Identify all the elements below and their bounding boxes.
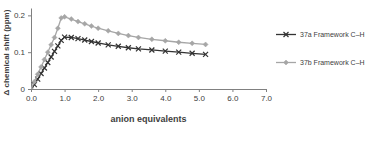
x-tick-label: 4.0 xyxy=(160,94,172,103)
x-tick: 0.0 xyxy=(26,89,38,103)
x-tick-label: 2.0 xyxy=(93,94,105,103)
series-marker xyxy=(76,19,81,24)
y-tick: 0 xyxy=(21,85,31,94)
series-marker xyxy=(96,26,101,31)
x-tick-label: 0.0 xyxy=(26,94,38,103)
x-tick: 6.0 xyxy=(227,89,239,103)
series-marker xyxy=(149,37,154,42)
series-marker xyxy=(163,49,168,54)
series-marker xyxy=(116,44,121,49)
series-marker xyxy=(106,28,111,33)
x-axis-title: anion equivalents xyxy=(110,114,186,124)
series-marker xyxy=(149,47,154,52)
series-marker xyxy=(42,57,47,62)
series-marker xyxy=(62,14,67,19)
x-tick-label: 7.0 xyxy=(261,94,273,103)
series-marker xyxy=(126,45,131,50)
x-tick: 1.0 xyxy=(60,89,72,103)
series-marker xyxy=(190,51,195,56)
series-marker xyxy=(203,42,208,47)
series-marker xyxy=(190,41,195,46)
y-tick-label: 0.1 xyxy=(14,48,26,57)
legend-label: 37b Framework C–H xyxy=(300,59,365,66)
plot: 0.0 1.0 2.0 3.0 4.0 5.0 6.0 7.0 0 0.1 0.2 xyxy=(14,9,273,103)
data-area xyxy=(31,14,208,89)
x-tick-label: 6.0 xyxy=(227,94,239,103)
series-marker xyxy=(82,38,87,43)
series-marker xyxy=(126,33,131,38)
legend-label: 37a Framework C–H xyxy=(300,31,365,38)
series-marker xyxy=(52,35,57,40)
series-marker xyxy=(39,64,44,69)
x-tick: 2.0 xyxy=(93,89,105,103)
series-line xyxy=(31,17,206,89)
chart: 0.0 1.0 2.0 3.0 4.0 5.0 6.0 7.0 0 0.1 0.2 anion equ… xyxy=(0,0,372,142)
x-tick-label: 5.0 xyxy=(194,94,206,103)
series-marker xyxy=(69,17,74,22)
series-marker xyxy=(176,50,181,55)
x-axis: 0.0 1.0 2.0 3.0 4.0 5.0 6.0 7.0 xyxy=(26,89,273,103)
x-tick-mark xyxy=(165,89,166,92)
series-marker xyxy=(76,36,81,41)
series-marker xyxy=(176,40,181,45)
y-tick-mark xyxy=(28,15,31,16)
series-marker xyxy=(69,35,74,40)
y-tick-mark xyxy=(28,52,31,53)
series-line xyxy=(31,37,206,89)
x-axis-line xyxy=(32,89,267,90)
series-marker xyxy=(136,35,141,40)
series-marker xyxy=(89,39,94,44)
series-marker xyxy=(106,42,111,47)
series-marker xyxy=(116,31,121,36)
series-marker xyxy=(163,38,168,43)
x-tick-label: 3.0 xyxy=(127,94,139,103)
y-axis: 0 0.1 0.2 xyxy=(14,9,32,95)
series-marker xyxy=(45,50,50,55)
x-tick-mark xyxy=(98,89,99,92)
x-tick-label: 1.0 xyxy=(60,94,72,103)
series-marker xyxy=(55,43,60,48)
series-marker xyxy=(62,35,67,40)
series-marker xyxy=(49,42,54,47)
x-tick-mark xyxy=(199,89,200,92)
legend-marker xyxy=(284,32,289,37)
legend: 37a Framework C–H 37b Framework C–H xyxy=(276,31,365,66)
y-axis-line xyxy=(31,9,32,90)
series-marker xyxy=(96,40,101,45)
y-tick-mark xyxy=(28,89,31,90)
x-tick: 5.0 xyxy=(194,89,206,103)
series-marker xyxy=(49,54,54,59)
legend-marker xyxy=(284,60,289,65)
series-marker xyxy=(136,46,141,51)
series-marker xyxy=(31,87,34,90)
series-marker xyxy=(55,26,60,31)
series-marker xyxy=(203,52,208,57)
x-tick-mark xyxy=(266,89,267,92)
y-tick: 0.1 xyxy=(14,48,31,57)
y-tick-label: 0 xyxy=(21,85,26,94)
series-marker xyxy=(35,72,40,77)
x-tick: 3.0 xyxy=(127,89,139,103)
series-marker xyxy=(52,49,57,54)
x-tick: 7.0 xyxy=(261,89,273,103)
series-marker xyxy=(32,79,37,84)
y-tick: 0.2 xyxy=(14,11,31,20)
x-tick: 4.0 xyxy=(160,89,172,103)
x-tick-mark xyxy=(132,89,133,92)
y-axis-title: Δ chemical shift (ppm) xyxy=(2,9,11,95)
x-tick-mark xyxy=(232,89,233,92)
series-marker xyxy=(89,24,94,29)
series-marker xyxy=(82,21,87,26)
y-tick-label: 0.2 xyxy=(14,11,26,20)
x-tick-mark xyxy=(65,89,66,92)
